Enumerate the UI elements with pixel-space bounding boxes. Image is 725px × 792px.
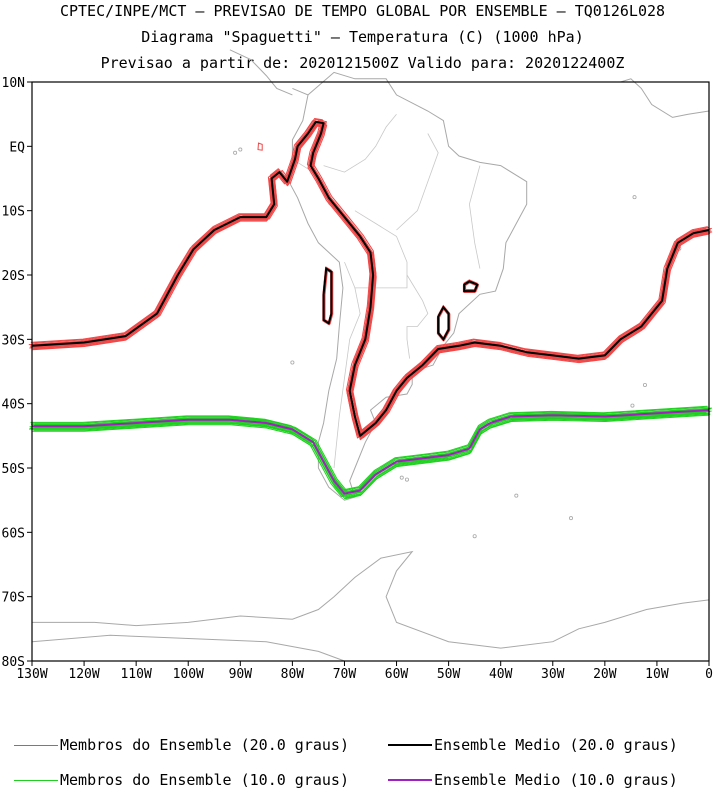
small-island-5 (514, 493, 519, 498)
member-10-line-13 (32, 414, 710, 500)
lat-tick-label-2: 10S (2, 205, 25, 220)
small-island-1 (233, 150, 238, 155)
legend-label-members-20: Membros do Ensemble (20.0 graus) (60, 736, 349, 754)
legend-swatch-members-10 (14, 779, 58, 781)
lon-tick-label-11: 20W (593, 667, 617, 682)
lat-tick-label-5: 40S (2, 398, 25, 413)
antarctica-coastline (32, 550, 710, 649)
member-10-line-10 (30, 405, 708, 491)
lon-tick-label-12: 10W (645, 667, 669, 682)
lon-tick-label-3: 100W (173, 667, 204, 682)
member-20-line-14 (35, 123, 713, 439)
legend-label-mean-10: Ensemble Medio (10.0 graus) (434, 771, 678, 789)
title-line-1: CPTEC/INPE/MCT — PREVISAO DE TEMPO GLOBA… (59, 2, 666, 20)
mean-20-island-2 (463, 280, 479, 293)
lon-tick-label-2: 110W (120, 667, 151, 682)
map-background (32, 82, 709, 661)
mean-10-line (32, 409, 710, 495)
small-island-11 (642, 383, 647, 388)
border-3 (323, 113, 397, 173)
small-island-4 (404, 477, 409, 482)
legend-mean-10: Ensemble Medio (10.0 graus) (388, 771, 678, 789)
lat-tick-label-1: EQ (9, 140, 25, 155)
antarctica-ice-shelf (31, 634, 345, 662)
lon-tick-label-1: 120W (68, 667, 99, 682)
member-10-line-6 (31, 406, 709, 492)
lon-tick-label-8: 50W (437, 667, 461, 682)
legend-label-mean-20: Ensemble Medio (20.0 graus) (434, 736, 678, 754)
lat-tick-label-8: 70S (2, 591, 25, 606)
border-2 (406, 274, 429, 359)
small-island-0 (238, 147, 243, 152)
map-frame (31, 81, 710, 662)
lon-tick-label-13: 0 (705, 667, 713, 682)
legend-members-20: Membros do Ensemble (20.0 graus) (14, 736, 349, 754)
lat-tick-label-3: 20S (2, 269, 25, 284)
lon-tick-label-5: 80W (281, 667, 305, 682)
title-line-2: Diagrama "Spaguetti" — Temperatura (C) (… (141, 28, 584, 46)
central-america-coastline (229, 49, 293, 96)
lat-tick-label-9: 80S (2, 655, 25, 670)
lat-tick-label-0: 10N (2, 76, 25, 91)
lon-tick-label-0: 130W (16, 667, 47, 682)
lon-tick-label-10: 30W (541, 667, 565, 682)
lon-tick-label-7: 60W (385, 667, 409, 682)
mean-20-island-0 (322, 266, 333, 325)
mean-20-island-1 (437, 305, 450, 342)
legend-label-members-10: Membros do Ensemble (10.0 graus) (60, 771, 349, 789)
member-20-galapagos-0 (257, 142, 263, 151)
small-island-2 (290, 360, 295, 365)
mean-20-line (31, 120, 710, 437)
legend-swatch-mean-10 (388, 779, 432, 781)
legend-mean-20: Ensemble Medio (20.0 graus) (388, 736, 678, 754)
title-line-3: Previsao a partir de: 2020121500Z Valido… (100, 54, 625, 72)
small-island-7 (472, 534, 477, 539)
legend-swatch-members-20 (14, 744, 58, 746)
border-6 (468, 165, 481, 269)
small-island-3 (399, 475, 404, 480)
legend-members-10: Membros do Ensemble (10.0 graus) (14, 771, 349, 789)
member-20-island-2-6 (463, 279, 478, 290)
small-island-10 (630, 403, 635, 408)
legend-swatch-mean-20 (388, 744, 432, 746)
lon-tick-label-4: 90W (229, 667, 253, 682)
small-island-6 (568, 516, 573, 521)
small-island-9 (632, 195, 637, 200)
lat-tick-label-4: 30S (2, 333, 25, 348)
member-20-line-12 (29, 123, 707, 439)
member-20-island-0-7 (324, 268, 334, 325)
lat-tick-label-6: 50S (2, 462, 25, 477)
africa-coastline (620, 78, 710, 118)
lon-tick-label-9: 40W (489, 667, 513, 682)
lat-tick-label-7: 60S (2, 526, 25, 541)
lon-tick-label-6: 70W (333, 667, 357, 682)
border-5 (396, 133, 439, 231)
member-20-island-1-7 (439, 306, 451, 341)
